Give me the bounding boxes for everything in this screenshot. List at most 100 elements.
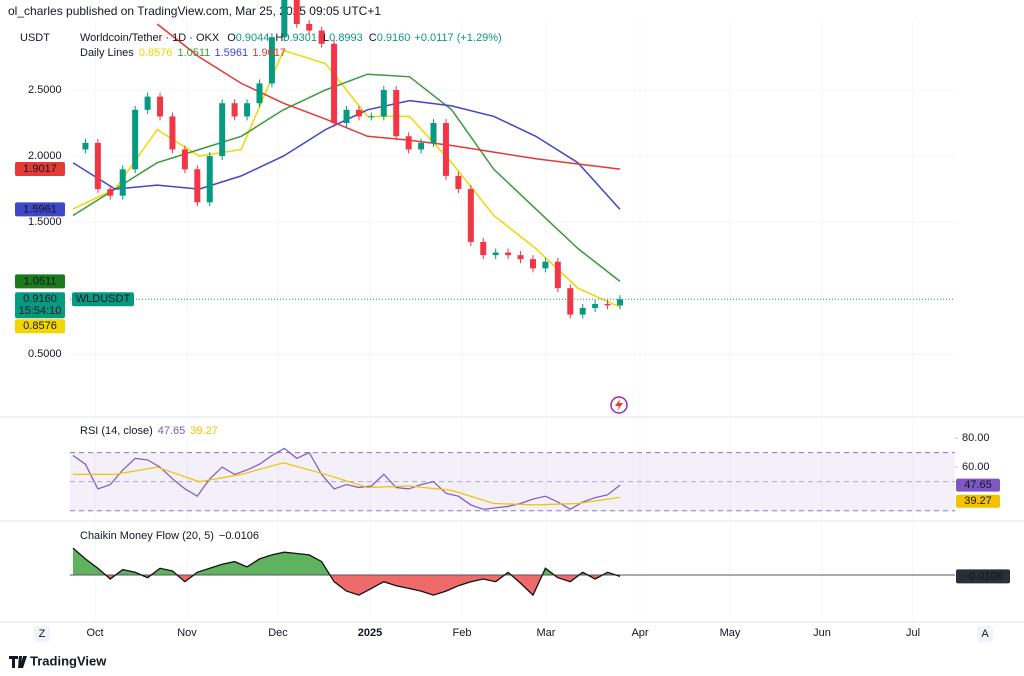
symbol-title: Worldcoin/Tether · 1D · OKX <box>80 32 220 44</box>
indicator-value: −0.0106 <box>219 530 259 542</box>
candle-body <box>455 175 462 190</box>
candle-body <box>157 96 164 117</box>
candle-body <box>405 136 412 150</box>
brand-logo <box>9 656 27 668</box>
rsi-ma-tag: 39.27 <box>964 495 992 507</box>
x-tick-label: Jul <box>906 627 920 639</box>
countdown: 15:54:10 <box>19 305 62 317</box>
candle-body <box>132 109 139 170</box>
rsi-tag-box <box>956 478 1000 492</box>
candle-body <box>219 103 226 157</box>
ohlc-key: C <box>369 32 377 44</box>
candle-body <box>505 252 512 256</box>
candle-body <box>617 299 623 306</box>
indicator-legend: Chaikin Money Flow (20, 5) −0.0106 <box>80 530 259 542</box>
indicator-line <box>73 462 621 506</box>
ma-tag: 1.5961 <box>23 203 57 215</box>
candle-body <box>418 142 425 150</box>
x-tick-label: May <box>720 627 741 639</box>
candle-body <box>107 189 114 196</box>
event-icon[interactable] <box>610 396 628 414</box>
candle-body <box>480 241 487 256</box>
x-tick-label: Dec <box>268 627 288 639</box>
y-tick-label: 80.00 <box>962 432 990 444</box>
x-tick-label: Feb <box>453 627 472 639</box>
candle-body <box>306 23 313 31</box>
candle-body <box>529 259 536 269</box>
auto-button[interactable] <box>977 626 993 642</box>
x-tick-label: Nov <box>177 627 197 639</box>
candle-body <box>604 304 611 306</box>
ohlc-value: 0.9160 <box>377 32 411 44</box>
ma-tag: 1.0511 <box>24 275 57 287</box>
ma-tag-box <box>15 202 65 217</box>
x-tick-label: Mar <box>537 627 556 639</box>
ma-value: 0.8576 <box>139 47 173 59</box>
y-tick-label: 2.5000 <box>28 84 62 96</box>
ma-value: 1.0511 <box>177 47 210 59</box>
candle-body <box>244 103 251 117</box>
change: +0.0117 (+1.29%) <box>414 32 501 44</box>
candle-body <box>492 252 499 256</box>
indicator-value: 39.27 <box>190 425 218 437</box>
ohlc-key: L <box>323 32 329 44</box>
candle-body <box>231 103 238 117</box>
ma-legend: Daily Lines 0.8576 1.0511 1.5961 1.9017 <box>80 47 286 59</box>
y-tick-label: 2.0000 <box>28 150 62 162</box>
ma-tag-box <box>15 319 65 334</box>
candle-body <box>318 30 325 44</box>
candle-body <box>393 90 400 137</box>
moving-average <box>72 49 621 308</box>
y-tick-label: 60.00 <box>962 461 990 473</box>
x-tick-label: 2025 <box>358 627 382 639</box>
legend-line: Worldcoin/Tether · 1D · OKX O0.9044 H0.930… <box>80 32 502 44</box>
cmf-line <box>72 547 621 597</box>
ma-tag: 1.9017 <box>23 163 57 175</box>
candle-body <box>542 261 549 269</box>
indicator-line <box>72 447 621 510</box>
zoom-button[interactable] <box>34 626 50 642</box>
ma-tag-box <box>15 162 65 177</box>
candle-body <box>181 149 188 170</box>
candle-body <box>119 169 126 196</box>
cmf-tag: −0.0106 <box>963 570 1003 582</box>
x-tick-label: Oct <box>86 627 103 639</box>
close-tag-box <box>15 292 65 319</box>
ohlc-key: O <box>227 32 236 44</box>
moving-average <box>156 23 621 170</box>
event-bolt <box>615 399 623 411</box>
candle-body <box>169 116 176 150</box>
candle-body <box>343 109 350 124</box>
indicator-title: RSI (14, close) <box>80 425 153 437</box>
candle-body <box>268 37 275 84</box>
candle-body <box>368 116 375 118</box>
candle-body <box>567 288 574 315</box>
candle-body <box>331 43 338 124</box>
y-tick-label: 0.5000 <box>28 348 62 360</box>
rsi-ma-tag-box <box>956 494 1000 508</box>
candle-body <box>380 90 387 117</box>
ma-tag: 0.8576 <box>23 320 57 332</box>
candle-body <box>293 0 300 24</box>
candle-body <box>355 109 362 117</box>
candle-body <box>144 96 151 110</box>
cmf-tag-box <box>956 569 1010 584</box>
ohlc-value: 0.8993 <box>329 32 363 44</box>
candle-body <box>442 123 449 176</box>
close-tag: 0.9160 <box>23 293 57 305</box>
indicator-legend: RSI (14, close) 47.65 39.27 <box>80 425 218 437</box>
currency: USDT <box>20 32 50 44</box>
auto-label: A <box>981 628 989 640</box>
ma-value: 1.5961 <box>214 47 248 59</box>
candle-body <box>579 307 586 315</box>
rsi-tag: 47.65 <box>964 479 992 491</box>
indicator-title: Chaikin Money Flow (20, 5) <box>80 530 214 542</box>
candle-body <box>94 142 101 190</box>
candle-body <box>194 169 201 203</box>
y-tick-label: 1.5000 <box>28 216 62 228</box>
candle-body <box>281 0 288 38</box>
ohlc-value: 0.9301 <box>283 32 317 44</box>
candle-body <box>592 304 599 308</box>
